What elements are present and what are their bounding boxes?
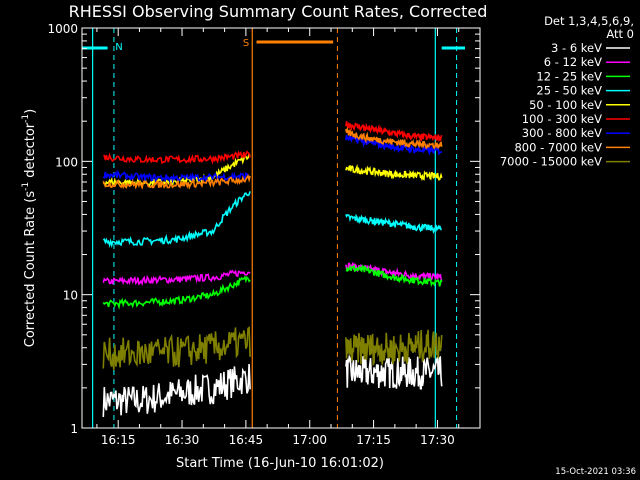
series-3-6-kev-segment-2	[345, 354, 443, 390]
series-300-800-kev-segment-2	[345, 134, 443, 156]
series-6-12-kev-segment-1	[102, 269, 251, 287]
night-marker-label: N	[115, 42, 122, 53]
legend-label: 3 - 6 keV	[551, 41, 602, 55]
saa-marker-label: S	[243, 38, 249, 49]
x-tick-label: 16:30	[165, 433, 200, 447]
x-tick-label: 17:00	[292, 433, 327, 447]
series-12-25-kev-segment-1	[102, 275, 251, 310]
legend-label: 50 - 100 keV	[529, 98, 602, 112]
series-25-50-kev-segment-1	[102, 191, 251, 249]
series-12-25-kev-segment-2	[345, 263, 443, 288]
series-3-6-kev-segment-1	[102, 363, 251, 418]
x-tick-label: 16:15	[101, 433, 136, 447]
series-100-300-kev-segment-2	[345, 121, 443, 143]
legend-header-line1: Det 1,3,4,5,6,9,	[544, 14, 634, 28]
axes-frame	[81, 27, 481, 429]
y-tick-label: 1000	[47, 22, 78, 36]
plot-frame	[81, 27, 481, 429]
legend-header-line2: Att 0	[606, 27, 634, 41]
legend-label: 800 - 7000 keV	[514, 140, 602, 154]
x-tick-label: 16:45	[229, 433, 264, 447]
series-300-800-kev-segment-1	[102, 169, 251, 184]
x-axis-label: Start Time (16-Jun-10 16:01:02)	[176, 456, 384, 471]
axis-ticks: 16:15 16:30 16:45 17:00 17:15 17:30 1 10 100 1000	[47, 22, 480, 447]
legend-label: 12 - 25 keV	[536, 69, 602, 83]
y-tick-label: 100	[55, 155, 78, 169]
series-7000-15000-kev-segment-1	[102, 325, 251, 370]
y-tick-label: 10	[63, 289, 78, 303]
legend-label: 300 - 800 keV	[522, 126, 602, 140]
y-tick-label: 1	[70, 422, 78, 436]
series-25-50-kev-segment-2	[345, 213, 442, 234]
legend-label: 25 - 50 keV	[536, 84, 602, 98]
series-50-100-kev-segment-2	[345, 163, 443, 182]
x-tick-label: 17:15	[356, 433, 391, 447]
series-800-7000-kev-segment-2	[345, 126, 443, 150]
timestamp: 15-Oct-2021 03:36	[555, 467, 636, 477]
legend-label: 100 - 300 keV	[522, 112, 602, 126]
y-axis-label: Corrected Count Rate (s-1 detector-1)	[21, 109, 38, 347]
x-tick-label: 17:30	[420, 433, 455, 447]
series-7000-15000-kev-segment-2	[345, 329, 443, 367]
chart-title: RHESSI Observing Summary Count Rates, Co…	[69, 2, 488, 21]
series-100-300-kev-segment-1	[103, 150, 251, 165]
legend-label: 6 - 12 keV	[544, 55, 602, 69]
legend-label: 7000 - 15000 keV	[500, 155, 602, 169]
series-800-7000-kev-segment-1	[102, 173, 251, 190]
